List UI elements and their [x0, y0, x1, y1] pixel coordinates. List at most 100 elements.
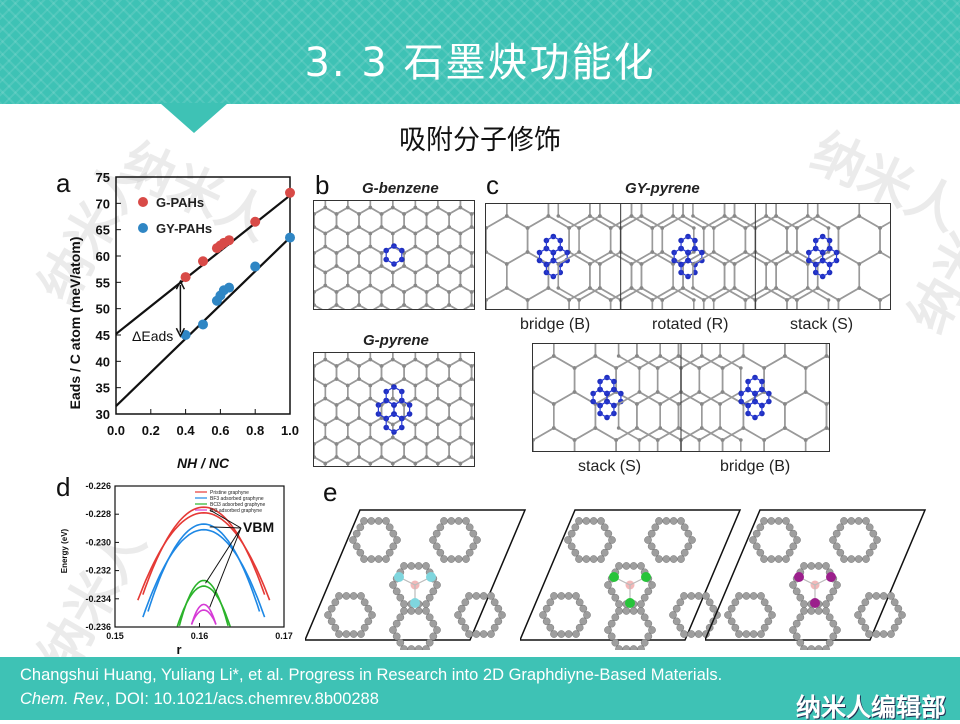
carbon-atom [796, 638, 805, 647]
carbon-atom [705, 598, 714, 607]
slide-subtitle: 吸附分子修饰 [399, 125, 561, 156]
data-point [198, 319, 208, 330]
carbon-atom [323, 461, 328, 466]
carbon-atom [567, 298, 571, 302]
x-tick-label: 0.16 [191, 631, 209, 641]
hex-ring [589, 251, 633, 301]
carbon-atom [436, 231, 440, 236]
carbon-atom [546, 286, 551, 290]
hex-ring [636, 391, 680, 441]
carbon-atom [824, 426, 829, 430]
structure-title: G-benzene [362, 180, 439, 197]
carbon-atom [718, 354, 722, 358]
carbon-atom [436, 422, 440, 427]
carbon-atom [575, 555, 583, 563]
carbon-atom [458, 422, 463, 427]
carbon-atom [323, 357, 328, 362]
molecule-ring [599, 400, 615, 419]
carbon-atom [640, 593, 649, 602]
structure-bi3-graphyne [705, 509, 927, 650]
hex-ring [568, 215, 612, 265]
carbon-atom [546, 214, 551, 218]
carbon-atom [392, 587, 401, 596]
carbon-atom [360, 623, 369, 632]
carbon-atom [462, 517, 470, 525]
arrow-head [175, 279, 186, 290]
carbon-atom [676, 354, 681, 358]
carbon-atom [357, 264, 361, 268]
carbon-atom [782, 555, 790, 563]
carbon-atom [334, 364, 339, 368]
unit-cell [305, 509, 527, 641]
carbon-atom [865, 592, 873, 600]
carbon-atom [829, 632, 838, 641]
hex-ring [804, 427, 829, 451]
carbon-atom [822, 600, 830, 608]
carbon-atom [374, 517, 383, 525]
hex-ring [505, 251, 550, 301]
carbon-atom [629, 645, 638, 650]
carbon-atom [402, 442, 406, 446]
carbon-atom [458, 244, 463, 249]
carbon-atom [760, 623, 769, 632]
carbon-atom [458, 283, 463, 288]
carbon-atom [854, 517, 863, 525]
hex-ring [459, 226, 474, 254]
carbon-atom [890, 623, 899, 632]
carbon-atom [551, 426, 556, 430]
carbon-atom [550, 630, 558, 638]
citation-line: Changshui Huang, Yuliang Li*, et al. Pro… [20, 666, 723, 684]
carbon-atom [829, 536, 837, 544]
carbon-atom [368, 435, 373, 440]
x-tick-label: 0.6 [211, 423, 229, 438]
carbon-atom [368, 461, 373, 466]
carbon-atom [637, 366, 642, 370]
carbon-atom [616, 426, 621, 430]
carbon-atom [486, 250, 488, 254]
carbon-atom [709, 604, 718, 613]
carbon-atom [402, 455, 406, 459]
carbon-atom [334, 442, 339, 446]
carbon-atom [447, 403, 451, 407]
data-point [285, 232, 295, 243]
carbon-atom [402, 364, 406, 368]
hex-ring [630, 251, 674, 301]
carbon-atom [402, 212, 406, 216]
carbon-atom [472, 630, 481, 638]
carbon-atom [872, 592, 881, 600]
hex-ring [594, 344, 638, 369]
carbon-atom [564, 536, 572, 544]
carbon-atom [323, 435, 328, 440]
hex-ring [335, 284, 360, 309]
hex-ring [594, 391, 638, 441]
carbon-atom [767, 517, 776, 525]
carbon-atom [345, 270, 350, 275]
carbon-atom [345, 396, 350, 401]
carbon-atom [424, 225, 429, 229]
carbon-atom [469, 290, 474, 294]
hex-ring [765, 251, 809, 301]
molecule-ring [747, 400, 763, 419]
structure-frame [486, 204, 696, 309]
carbon-atom [436, 523, 445, 532]
carbon-atom [314, 416, 316, 420]
band-curve [137, 511, 271, 601]
carbon-atom [458, 383, 463, 388]
legend-label: BI3 adsorbed graphyne [210, 508, 262, 514]
hex-ring [723, 204, 767, 229]
carbon-atom [504, 214, 509, 218]
carbon-atom [825, 613, 834, 622]
carbon-atom [389, 581, 397, 589]
carbon-atom [567, 226, 571, 230]
panel-label-d: d [56, 472, 71, 502]
carbon-atom [469, 264, 474, 268]
hex-ring [533, 344, 555, 369]
carbon-atom [575, 623, 584, 632]
carbon-atom [402, 403, 406, 407]
carbon-atom [743, 226, 748, 230]
carbon-atom [469, 542, 478, 551]
carbon-atom [424, 364, 429, 368]
carbon-atom [331, 623, 340, 632]
structure-title: GY-pyrene [625, 180, 700, 197]
carbon-atom [396, 638, 405, 647]
